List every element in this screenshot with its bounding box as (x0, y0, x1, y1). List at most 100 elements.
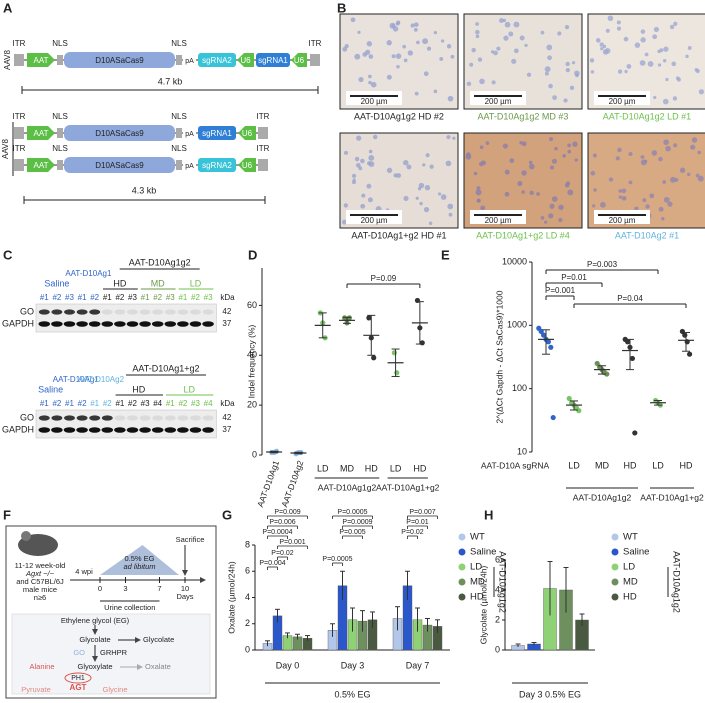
nucleus (517, 181, 523, 187)
treatment: 0.5% EG (124, 554, 154, 563)
band (63, 427, 76, 433)
nucleus (392, 26, 399, 32)
panel-letter: C (3, 247, 13, 262)
nucleus (564, 24, 570, 30)
x-tick-label: LD (652, 460, 664, 470)
nls (57, 55, 63, 65)
nucleus (425, 153, 430, 158)
nucleus (452, 136, 456, 140)
nucleus (540, 215, 545, 220)
kda: kDa (220, 399, 235, 408)
nucleus (504, 169, 510, 175)
nucleus (628, 180, 633, 185)
nucleus (544, 66, 551, 73)
nucleus (673, 143, 678, 148)
cas9 (64, 52, 175, 68)
nucleus (557, 31, 562, 36)
nucleus (511, 58, 517, 64)
mouse-text: n≥6 (34, 593, 46, 602)
pa-box (183, 56, 196, 64)
nucleus (600, 46, 604, 51)
nucleus (628, 151, 633, 157)
nucleus (491, 80, 496, 85)
y-tick-label: 0 (252, 449, 257, 459)
nucleus (658, 156, 663, 162)
lane-label: #2 (191, 293, 200, 302)
legend-swatch (611, 563, 619, 571)
promoter (238, 126, 256, 140)
nucleus (640, 29, 646, 34)
nucleus (552, 95, 557, 100)
nucleus (519, 35, 525, 41)
nucleus (343, 203, 349, 208)
nucleus (571, 61, 576, 65)
nucleus (548, 213, 554, 219)
element-label: NLS (171, 112, 187, 121)
nucleus (558, 217, 563, 223)
nucleus (496, 46, 501, 51)
nucleus (649, 193, 655, 199)
nucleus (672, 96, 678, 101)
promoter (27, 158, 55, 172)
nucleus (634, 206, 639, 211)
element-name: AAT (34, 56, 49, 65)
nucleus (447, 203, 454, 210)
nucleus (343, 150, 349, 155)
nucleus (447, 95, 454, 102)
nucleus (439, 57, 444, 61)
nucleus (563, 98, 568, 103)
band (139, 415, 151, 421)
band (202, 321, 214, 327)
nucleus (358, 76, 364, 83)
nucleus (547, 55, 552, 61)
nucleus (502, 143, 508, 149)
point (414, 297, 421, 304)
nucleus (480, 205, 486, 211)
nucleus (634, 42, 641, 48)
marker: 42 (222, 413, 231, 422)
sgrna (256, 53, 290, 67)
nucleus (651, 150, 658, 156)
nucleus (475, 34, 480, 39)
point (604, 371, 610, 377)
band (127, 309, 138, 315)
nucleus (590, 170, 596, 176)
nucleus (605, 28, 610, 33)
band (164, 309, 176, 315)
nucleus (663, 46, 669, 52)
nucleus (437, 192, 442, 196)
legend-label: MD (470, 577, 485, 588)
band (88, 427, 101, 433)
nucleus (685, 54, 689, 59)
point (541, 332, 547, 338)
nucleus (471, 47, 476, 53)
lane-label: #1 (90, 399, 99, 408)
nucleus (544, 220, 548, 224)
legend-label: MD (623, 577, 638, 588)
nucleus (475, 189, 482, 196)
scale-box (470, 210, 526, 224)
point (550, 414, 556, 421)
nucleus (659, 48, 664, 53)
band (114, 321, 126, 327)
nucleus (386, 40, 392, 46)
metabolite: Glyoxylate (77, 662, 112, 671)
blot (35, 303, 217, 333)
group-label: Saline (44, 278, 69, 288)
band (189, 321, 202, 327)
band (76, 309, 88, 315)
band (38, 415, 50, 421)
row-label: GO (20, 412, 34, 422)
nucleus (446, 44, 452, 49)
group-label: AAT-D10Ag1+g2 (640, 492, 704, 502)
element-name: D10ASaCas9 (95, 56, 144, 65)
nucleus (350, 17, 356, 23)
nucleus (558, 204, 564, 211)
band (151, 321, 164, 327)
nucleus (403, 58, 408, 63)
nucleus (407, 50, 413, 56)
lane-label: #1 (40, 399, 49, 408)
blot (35, 409, 217, 439)
lane-label: #2 (115, 293, 124, 302)
